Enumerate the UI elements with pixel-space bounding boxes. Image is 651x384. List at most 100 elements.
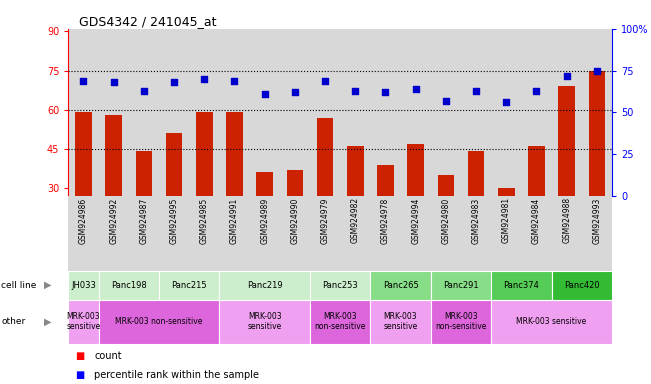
Bar: [437, 175, 454, 266]
Bar: [129, 29, 159, 196]
Bar: [491, 196, 521, 271]
Text: cell line: cell line: [1, 281, 36, 290]
Bar: [280, 196, 310, 271]
Text: Panc374: Panc374: [503, 281, 539, 290]
Text: MRK-003
non-sensitive: MRK-003 non-sensitive: [314, 312, 366, 331]
Bar: [310, 300, 370, 344]
Point: [501, 99, 512, 105]
Point: [410, 86, 421, 92]
Text: Panc420: Panc420: [564, 281, 600, 290]
Text: ■: ■: [75, 351, 84, 361]
Text: GSM924983: GSM924983: [471, 197, 480, 243]
Point: [169, 79, 179, 85]
Bar: [521, 196, 551, 271]
Bar: [408, 144, 424, 266]
Text: percentile rank within the sample: percentile rank within the sample: [94, 370, 259, 380]
Bar: [129, 196, 159, 271]
Text: MRK-003 non-sensitive: MRK-003 non-sensitive: [115, 317, 202, 326]
Text: MRK-003
sensitive: MRK-003 sensitive: [383, 312, 418, 331]
Bar: [491, 29, 521, 196]
Point: [78, 78, 89, 84]
Bar: [135, 151, 152, 266]
Bar: [377, 164, 394, 266]
Text: GSM924988: GSM924988: [562, 197, 571, 243]
Bar: [189, 29, 219, 196]
Text: Panc265: Panc265: [383, 281, 419, 290]
Text: JH033: JH033: [71, 281, 96, 290]
Text: GSM924984: GSM924984: [532, 197, 541, 243]
Bar: [559, 86, 575, 266]
Bar: [68, 196, 98, 271]
Bar: [166, 133, 182, 266]
Point: [139, 88, 149, 94]
Bar: [521, 29, 551, 196]
Point: [561, 73, 572, 79]
Point: [380, 89, 391, 95]
Point: [531, 88, 542, 94]
Bar: [75, 112, 92, 266]
Text: Panc253: Panc253: [322, 281, 358, 290]
Bar: [551, 29, 582, 196]
Point: [260, 91, 270, 97]
Point: [471, 88, 481, 94]
Bar: [310, 196, 340, 271]
Point: [229, 78, 240, 84]
Text: GSM924981: GSM924981: [502, 197, 511, 243]
Text: GSM924986: GSM924986: [79, 197, 88, 243]
Bar: [98, 196, 129, 271]
Bar: [528, 146, 545, 266]
Bar: [159, 29, 189, 196]
Text: GSM924994: GSM924994: [411, 197, 420, 244]
Point: [109, 79, 119, 85]
Text: GSM924978: GSM924978: [381, 197, 390, 243]
Text: Panc215: Panc215: [171, 281, 207, 290]
Point: [290, 89, 300, 95]
Point: [592, 68, 602, 74]
Text: MRK-003
non-sensitive: MRK-003 non-sensitive: [436, 312, 487, 331]
Bar: [68, 271, 98, 300]
Point: [350, 88, 361, 94]
Bar: [431, 300, 491, 344]
Bar: [431, 196, 461, 271]
Text: Panc198: Panc198: [111, 281, 146, 290]
Bar: [370, 271, 431, 300]
Bar: [310, 29, 340, 196]
Bar: [400, 29, 431, 196]
Text: GSM924982: GSM924982: [351, 197, 360, 243]
Bar: [551, 196, 582, 271]
Bar: [317, 118, 333, 266]
Bar: [461, 29, 491, 196]
Bar: [256, 172, 273, 266]
Text: GSM924989: GSM924989: [260, 197, 269, 243]
Bar: [551, 271, 612, 300]
Bar: [467, 151, 484, 266]
Text: GSM924990: GSM924990: [290, 197, 299, 244]
Bar: [286, 170, 303, 266]
Bar: [68, 29, 98, 196]
Bar: [310, 271, 370, 300]
Bar: [400, 196, 431, 271]
Text: ▶: ▶: [44, 280, 52, 290]
Bar: [347, 146, 363, 266]
Bar: [370, 300, 431, 344]
Bar: [249, 196, 280, 271]
Bar: [219, 300, 310, 344]
Text: GSM924987: GSM924987: [139, 197, 148, 243]
Bar: [498, 188, 514, 266]
Bar: [370, 29, 400, 196]
Text: ▶: ▶: [44, 316, 52, 327]
Bar: [219, 196, 249, 271]
Bar: [196, 112, 213, 266]
Bar: [589, 71, 605, 266]
Text: GSM924980: GSM924980: [441, 197, 450, 243]
Text: GSM924992: GSM924992: [109, 197, 118, 243]
Point: [441, 98, 451, 104]
Bar: [280, 29, 310, 196]
Text: GSM924995: GSM924995: [169, 197, 178, 244]
Text: ■: ■: [75, 370, 84, 380]
Bar: [431, 271, 491, 300]
Bar: [340, 29, 370, 196]
Bar: [98, 29, 129, 196]
Text: MRK-003
sensitive: MRK-003 sensitive: [66, 312, 101, 331]
Text: other: other: [1, 317, 25, 326]
